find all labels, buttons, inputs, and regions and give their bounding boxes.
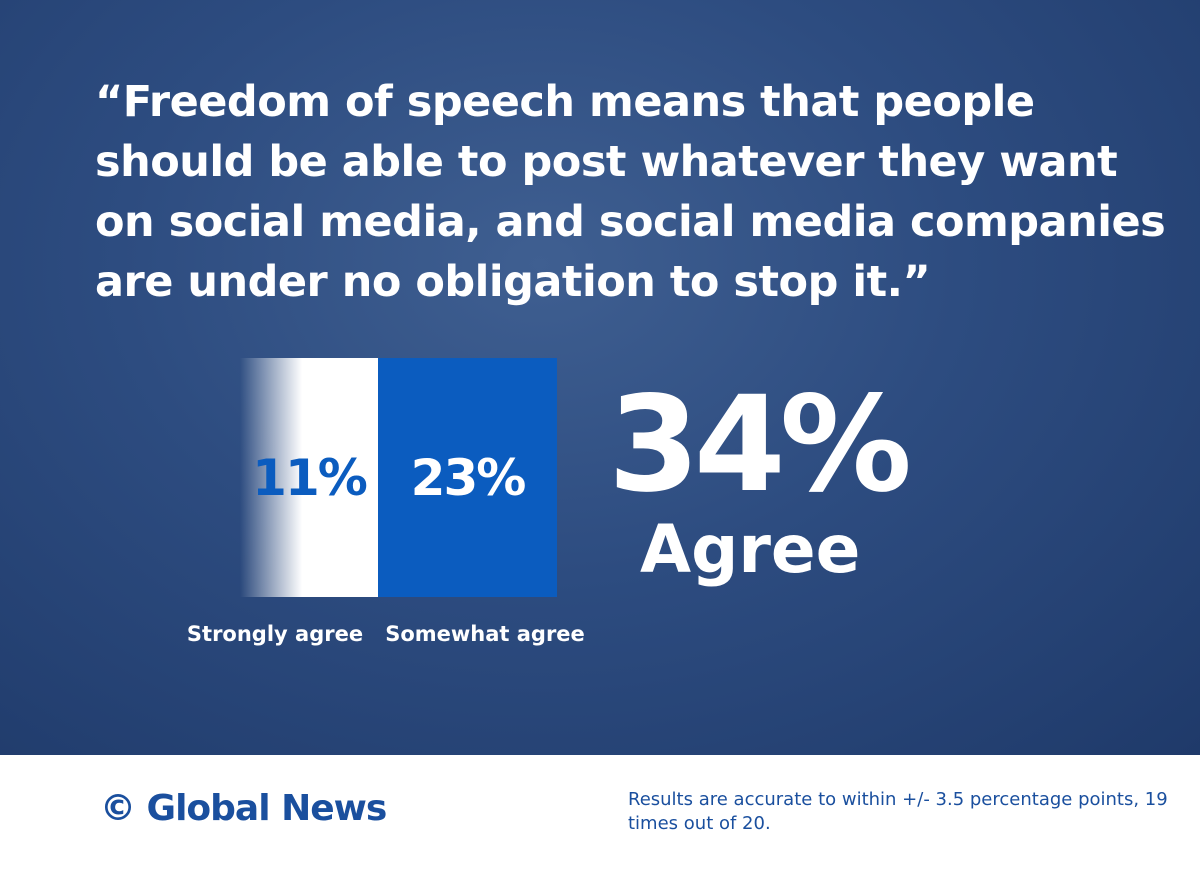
value-label: 23% [410, 448, 527, 507]
note: Results are accurate to within +/- 3.5 p… [628, 789, 1168, 834]
source: © Global News [100, 788, 387, 829]
tile [240, 358, 378, 597]
category-label: Somewhat agree [385, 622, 585, 646]
background [0, 0, 1200, 755]
value-label: 11% [252, 448, 368, 507]
tile [378, 358, 557, 597]
chart-title: “Freedom of speech means that people sho… [95, 77, 1166, 307]
category-label: Strongly agree [186, 622, 364, 646]
headline-caption: Agree [640, 511, 861, 588]
headline: 34% [608, 368, 912, 522]
